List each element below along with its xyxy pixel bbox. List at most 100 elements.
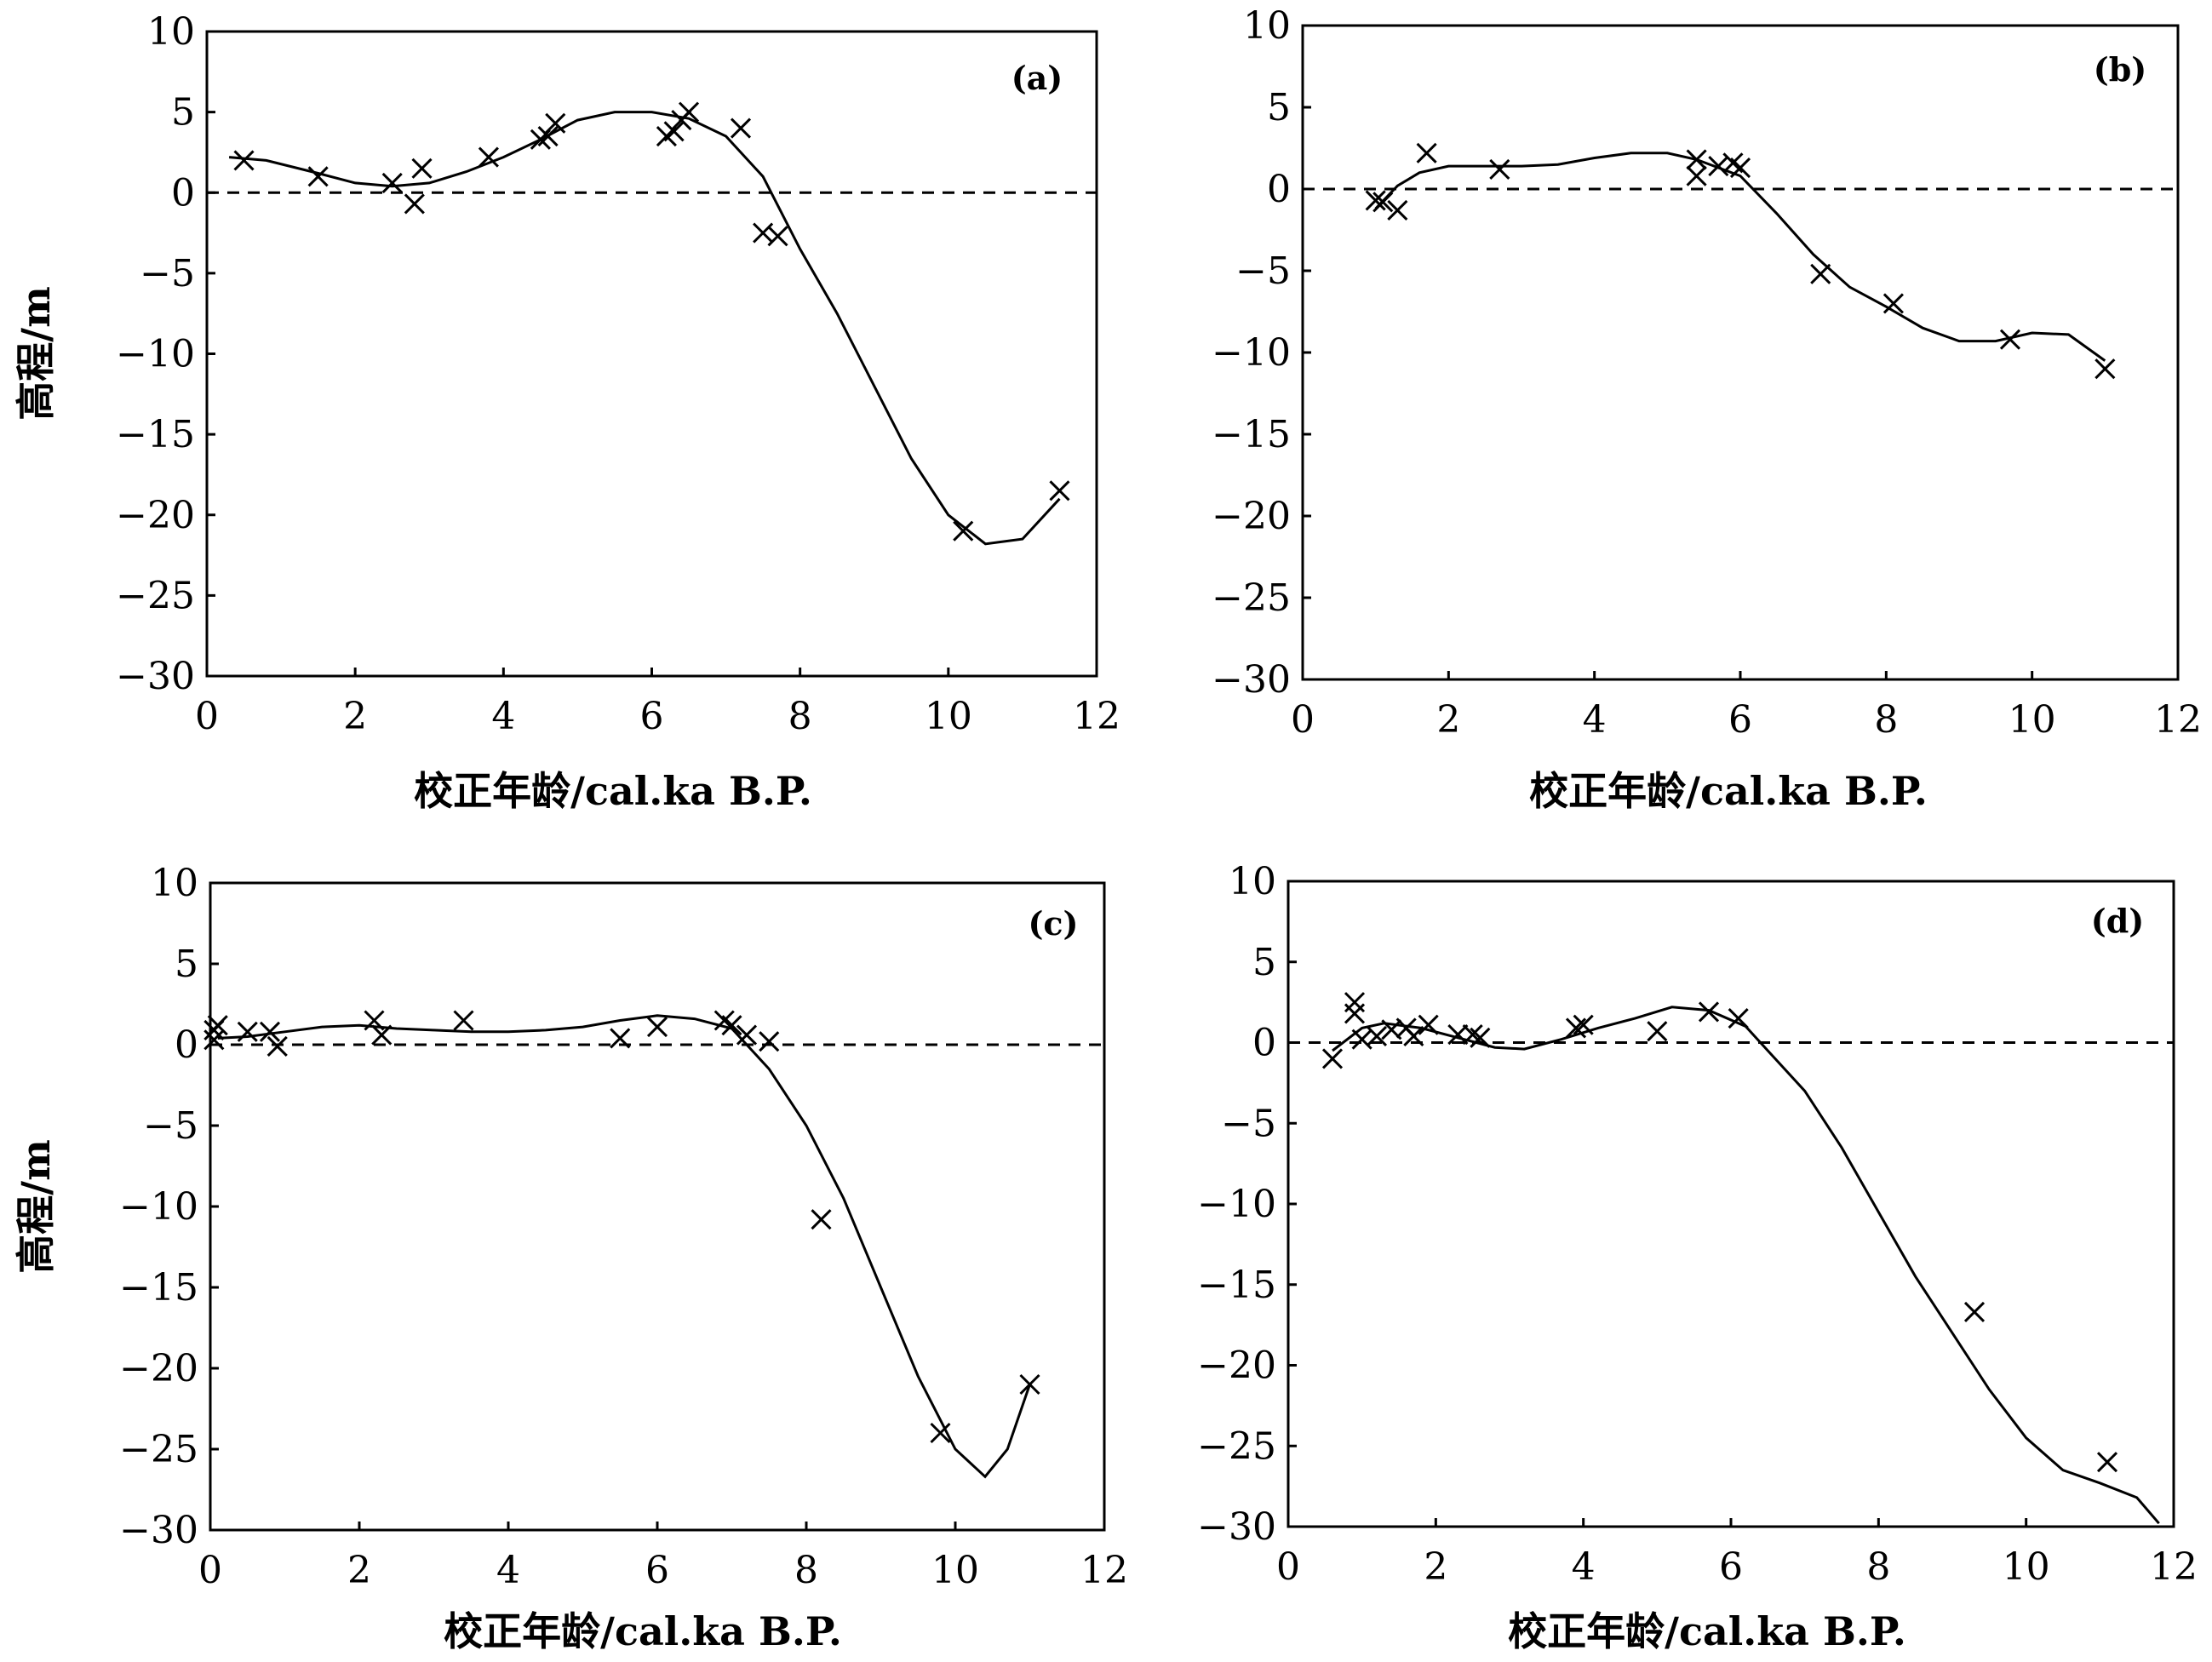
x-tick-label-d-2: 4: [1572, 1545, 1596, 1589]
x-tick-label-d-1: 2: [1424, 1545, 1447, 1589]
data-point-a-10: [663, 121, 685, 142]
y-tick-label-c-4: −10: [119, 1185, 198, 1229]
y-tick-label-b-1: 5: [1267, 86, 1291, 129]
x-tick-label-b-1: 2: [1436, 698, 1460, 742]
data-point-c-10: [646, 1017, 668, 1038]
data-point-c-9: [610, 1028, 631, 1049]
x-tick-label-c-2: 4: [496, 1549, 520, 1592]
data-point-b-6: [1686, 165, 1707, 186]
y-tick-label-a-7: −25: [116, 574, 195, 617]
data-point-a-8: [545, 112, 566, 134]
x-axis-title-b: 校正年龄/cal.ka B.P.: [1529, 768, 1928, 814]
x-tick-label-d-4: 8: [1866, 1545, 1890, 1589]
x-tick-label-d-5: 10: [2003, 1545, 2050, 1589]
x-tick-label-a-2: 4: [491, 695, 515, 738]
data-point-d-0: [1321, 1048, 1344, 1069]
y-tick-label-d-1: 5: [1252, 941, 1276, 984]
data-point-d-9: [1447, 1023, 1469, 1046]
y-tick-label-d-0: 10: [1229, 860, 1276, 903]
data-point-c-8: [453, 1010, 474, 1031]
panel-label-d: (d): [2091, 902, 2145, 940]
y-tick-label-c-5: −15: [119, 1266, 198, 1310]
data-point-c-3: [237, 1021, 258, 1042]
panel-label-a: (a): [1011, 59, 1063, 97]
data-point-a-1: [307, 166, 329, 187]
data-point-d-7: [1403, 1025, 1424, 1046]
x-tick-label-c-4: 8: [794, 1549, 818, 1592]
data-point-c-0: [203, 1029, 225, 1051]
y-tick-label-b-5: −15: [1212, 413, 1291, 456]
x-axis-title-a: 校正年龄/cal.ka B.P.: [414, 768, 812, 814]
data-point-d-4: [1366, 1025, 1388, 1046]
panel-c: 10 5 0 −5 −10 −15 −20 −25 −30 0 2 4 6 8 10 12 (c) 校正年龄…: [13, 862, 1128, 1654]
data-points-c: [203, 1010, 1040, 1444]
y-ticks-b: 10 5 0 −5 −10 −15 −20 −25 −30: [1212, 4, 1311, 702]
data-point-b-5: [1686, 149, 1707, 170]
data-point-d-11: [1470, 1027, 1491, 1048]
y-tick-label-a-4: −10: [116, 333, 195, 376]
data-point-a-17: [1049, 480, 1070, 501]
y-tick-label-c-7: −25: [119, 1428, 198, 1471]
data-points-b: [1365, 142, 2116, 380]
y-tick-label-b-3: −5: [1235, 249, 1291, 293]
data-point-d-12: [1573, 1014, 1594, 1035]
x-tick-label-b-0: 0: [1291, 698, 1315, 742]
data-point-b-0: [1365, 190, 1386, 211]
x-tick-label-a-4: 8: [788, 695, 812, 738]
y-tick-label-c-3: −5: [143, 1104, 198, 1148]
x-tick-label-a-6: 12: [1073, 695, 1120, 738]
y-axis-title-a: 高程/m: [13, 286, 59, 420]
data-point-d-2: [1344, 1003, 1366, 1024]
x-tick-label-b-4: 8: [1874, 698, 1898, 742]
plot-frame-c: [209, 881, 1106, 1532]
y-tick-label-d-4: −10: [1197, 1183, 1276, 1226]
data-point-d-8: [1418, 1014, 1439, 1035]
x-tick-label-c-0: 0: [198, 1549, 222, 1592]
panel-label-c: (c): [1028, 904, 1078, 943]
data-point-c-4: [259, 1021, 281, 1042]
data-point-d-13: [1565, 1017, 1587, 1039]
data-point-c-12: [721, 1015, 742, 1036]
data-point-b-12: [1999, 329, 2021, 350]
data-point-a-16: [953, 520, 974, 542]
x-tick-label-d-3: 6: [1719, 1545, 1743, 1589]
data-point-a-7: [537, 125, 559, 147]
y-tick-label-d-3: −5: [1221, 1102, 1276, 1145]
x-ticks-a: 0 2 4 6 8 10 12: [195, 668, 1120, 738]
x-tick-label-c-6: 12: [1080, 1549, 1128, 1592]
y-tick-label-a-0: 10: [147, 10, 195, 54]
panel-d: 10 5 0 −5 −10 −15 −20 −25 −30 0 2 4 6 8 10 12 (d) 校正年龄…: [1197, 860, 2198, 1654]
x-tick-label-b-5: 10: [2009, 698, 2056, 742]
data-point-b-11: [1882, 293, 1904, 314]
data-point-a-0: [233, 150, 255, 171]
y-tick-label-a-5: −15: [116, 413, 195, 456]
y-tick-label-b-6: −20: [1212, 495, 1291, 538]
x-axis-title-d: 校正年龄/cal.ka B.P.: [1508, 1608, 1906, 1654]
plot-frame-d: [1287, 880, 2175, 1528]
x-ticks-b: 0 2 4 6 8 10 12: [1291, 671, 2202, 742]
y-tick-label-d-8: −30: [1197, 1505, 1276, 1549]
data-point-d-16: [1728, 1008, 1749, 1029]
data-point-c-17: [1019, 1373, 1040, 1396]
y-tick-label-c-1: 5: [175, 943, 198, 986]
data-point-c-15: [811, 1209, 832, 1230]
fit-curve-a: [228, 111, 1061, 546]
data-point-c-6: [364, 1010, 385, 1031]
x-tick-label-b-2: 4: [1583, 698, 1607, 742]
data-point-b-10: [1810, 263, 1831, 284]
x-ticks-c: 0 2 4 6 8 10 12: [198, 1522, 1128, 1592]
y-tick-label-b-2: 0: [1267, 168, 1291, 211]
y-tick-label-c-8: −30: [119, 1509, 198, 1552]
x-tick-label-c-5: 10: [931, 1549, 979, 1592]
panel-a: 10 5 0 −5 −10 −15 −20 −25 −30 0 2 4 6 8 10 12 (a) 校正年龄…: [13, 10, 1120, 814]
y-tick-label-d-5: −15: [1197, 1264, 1276, 1307]
panel-b: 10 5 0 −5 −10 −15 −20 −25 −30 0 2 4 6 8 10 12 (b) 校正年龄…: [1212, 4, 2202, 814]
data-point-c-5: [266, 1035, 288, 1057]
y-ticks-a: 10 5 0 −5 −10 −15 −20 −25 −30: [116, 10, 215, 698]
x-ticks-d: 0 2 4 6 8 10 12: [1276, 1518, 2198, 1589]
y-tick-label-c-6: −20: [119, 1347, 198, 1390]
y-tick-label-c-2: 0: [175, 1023, 198, 1067]
y-tick-label-a-3: −5: [140, 252, 195, 295]
y-tick-label-b-4: −10: [1212, 331, 1291, 375]
data-point-c-2: [207, 1015, 228, 1036]
